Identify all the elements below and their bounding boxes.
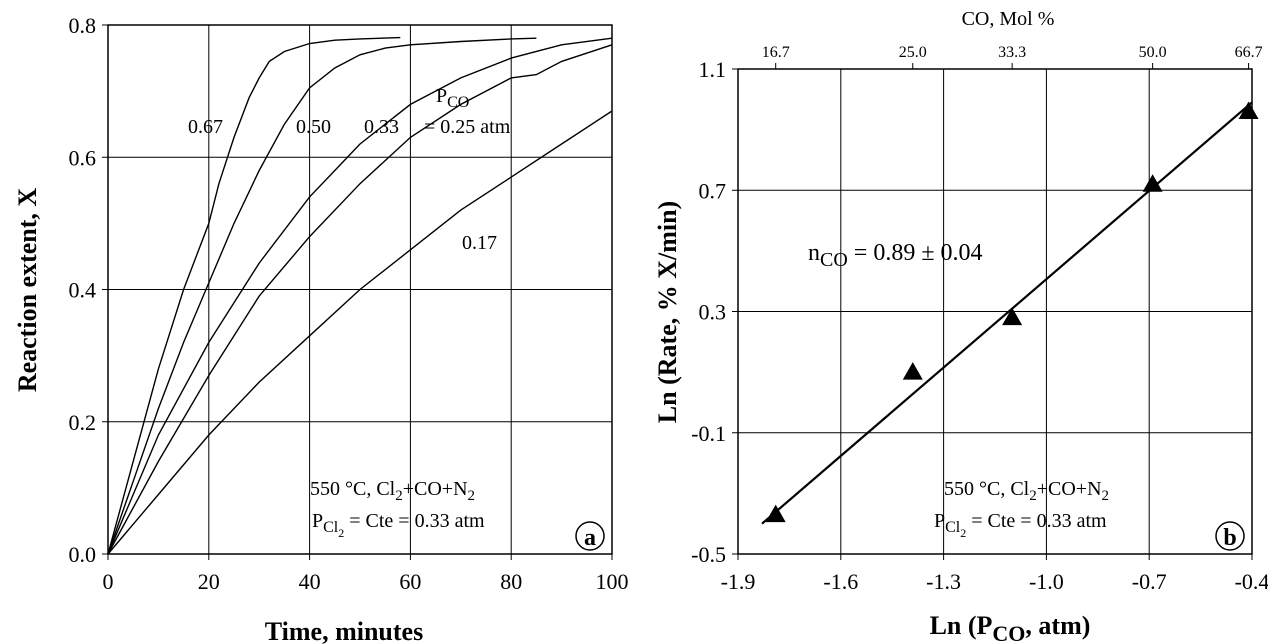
panel-b-top-tick-3: 50.0 (1139, 44, 1167, 61)
panel-b-x-tick-3: -1.0 (1029, 569, 1064, 594)
panel-b-top-axis-title: CO, Mol % (962, 8, 1055, 30)
panel-a-y-tick-1: 0.2 (69, 410, 97, 435)
cond1-suffix: +CO+N (403, 478, 468, 500)
panel-b-y-title: Ln (Rate, % X/min) (653, 201, 682, 423)
fit-label: nCO = 0.89 ± 0.04 (808, 240, 983, 271)
panel-a-y-tick-2: 0.4 (69, 278, 97, 303)
panel-a-y-ticks: 0.0 0.2 0.4 0.6 0.8 (69, 13, 108, 567)
panel-b-condition-1: 550 °C, Cl2+CO+N2 (944, 478, 1109, 504)
curve-label-025: = 0.25 atm (424, 116, 511, 138)
cond2-suffix: = Cte = 0.33 atm (344, 510, 485, 532)
b-cond2-sub: Cl (945, 519, 961, 536)
panel-b-y-tick-2: 0.3 (699, 300, 727, 325)
b-cond2-suffix: = Cte = 0.33 atm (966, 510, 1107, 532)
panel-a-x-tick-1: 20 (198, 569, 220, 594)
legend-title-base: P (436, 85, 447, 107)
panel-a-x-title: Time, minutes (265, 617, 423, 644)
b-cond2-subsub: 2 (960, 526, 966, 540)
fit-label-sub: CO (820, 249, 848, 271)
curve-label-033: 0.33 (364, 116, 399, 138)
panel-a-label: a (584, 525, 596, 551)
panel-a-label-circle (575, 521, 605, 551)
data-point-0 (765, 504, 786, 523)
b-xlabel-prefix: Ln (P (930, 611, 993, 640)
cond1-prefix: 550 °C, Cl (310, 478, 396, 500)
panel-a-condition-2: PCl2 = Cte = 0.33 atm (312, 510, 485, 540)
panel-a-y-tick-0: 0.0 (69, 542, 97, 567)
data-point-3 (1142, 174, 1163, 192)
panel-b-x-tick-1: -1.6 (823, 569, 858, 594)
panel-b-y-tick-1: -0.1 (691, 421, 726, 446)
panel-b-top-tick-1: 25.0 (899, 44, 927, 61)
panel-b-x-ticks: -1.9 -1.6 -1.3 -1.0 -0.7 -0.4 (721, 554, 1268, 594)
cond1-sub: 2 (395, 488, 403, 504)
fit-line (761, 101, 1253, 525)
b-cond1-suffix: +CO+N (1037, 478, 1102, 500)
legend-title-sub: CO (447, 94, 469, 111)
series-line-050 (107, 37, 537, 555)
fit-label-prefix: n (808, 240, 820, 266)
cond2-prefix: P (312, 510, 323, 532)
panel-a-x-tick-2: 40 (299, 569, 321, 594)
panel-b-y-tick-0: -0.5 (691, 542, 726, 567)
panel-a: 0 20 40 60 80 100 0.0 0.2 0.4 0.6 0.8 0.67 0.50 0… (13, 13, 629, 644)
panel-a-condition-1: 550 °C, Cl2+CO+N2 (310, 478, 475, 504)
panel-b-x-tick-0: -1.9 (721, 569, 756, 594)
panel-b-top-ticks: 16.7 25.0 33.3 50.0 66.7 (762, 44, 1263, 69)
curve-label-067: 0.67 (188, 116, 223, 138)
data-point-2 (1002, 307, 1023, 326)
panel-b-condition-2: PCl2 = Cte = 0.33 atm (934, 510, 1107, 540)
b-cond1-prefix: 550 °C, Cl (944, 478, 1030, 500)
series-line-017 (107, 110, 613, 555)
panel-a-x-ticks: 0 20 40 60 80 100 (103, 554, 629, 594)
panel-a-y-tick-3: 0.6 (69, 145, 97, 170)
cond2-subsub: 2 (338, 526, 344, 540)
data-point-1 (902, 362, 923, 380)
b-xlabel-sub: CO (992, 621, 1025, 644)
panel-b-top-tick-2: 33.3 (998, 44, 1026, 61)
cond2-sub: Cl (323, 519, 339, 536)
fit-label-suffix: = 0.89 ± 0.04 (848, 240, 983, 266)
b-xlabel-suffix: , atm) (1025, 611, 1090, 640)
panel-a-y-tick-4: 0.8 (69, 13, 97, 38)
curve-label-050: 0.50 (296, 116, 331, 138)
legend-title-pco: PCO (436, 85, 469, 111)
panel-b-y-ticks: -0.5 -0.1 0.3 0.7 1.1 (691, 57, 738, 567)
panel-b-y-tick-3: 0.7 (699, 178, 727, 203)
panel-a-x-tick-4: 80 (500, 569, 522, 594)
data-point-4 (1238, 101, 1259, 119)
panel-b-x-title: Ln (PCO, atm) (930, 611, 1091, 644)
panel-a-x-tick-3: 60 (399, 569, 421, 594)
panel-b-points (765, 101, 1259, 523)
panel-a-x-tick-5: 100 (596, 569, 629, 594)
panel-b-top-tick-0: 16.7 (762, 44, 790, 61)
panel-b-x-tick-2: -1.3 (926, 569, 961, 594)
b-cond1-sub2: 2 (1102, 488, 1110, 504)
b-cond1-sub: 2 (1029, 488, 1037, 504)
panel-b-top-tick-4: 66.7 (1235, 44, 1263, 61)
series-line-025atm (107, 44, 613, 555)
panel-b-fit-line (761, 101, 1253, 525)
panel-b-x-tick-5: -0.4 (1235, 569, 1268, 594)
cond1-sub2: 2 (468, 488, 476, 504)
b-cond2-prefix: P (934, 510, 945, 532)
series-line-067 (107, 36, 401, 555)
curve-label-017: 0.17 (462, 232, 497, 254)
panel-b-y-tick-4: 1.1 (699, 57, 727, 82)
panel-b: -1.9 -1.6 -1.3 -1.0 -0.7 -0.4 -0.5 -0.1 0.3 0.7 1… (653, 8, 1268, 644)
panel-b-grid (738, 69, 1252, 554)
panel-b-x-tick-4: -0.7 (1132, 569, 1167, 594)
panel-a-y-title: Reaction extent, X (13, 188, 42, 393)
panel-b-label-circle (1215, 521, 1245, 551)
panel-a-curves (107, 36, 613, 555)
series-line-033 (107, 37, 613, 555)
panel-a-x-tick-0: 0 (103, 569, 114, 594)
panel-b-label: b (1223, 525, 1236, 551)
